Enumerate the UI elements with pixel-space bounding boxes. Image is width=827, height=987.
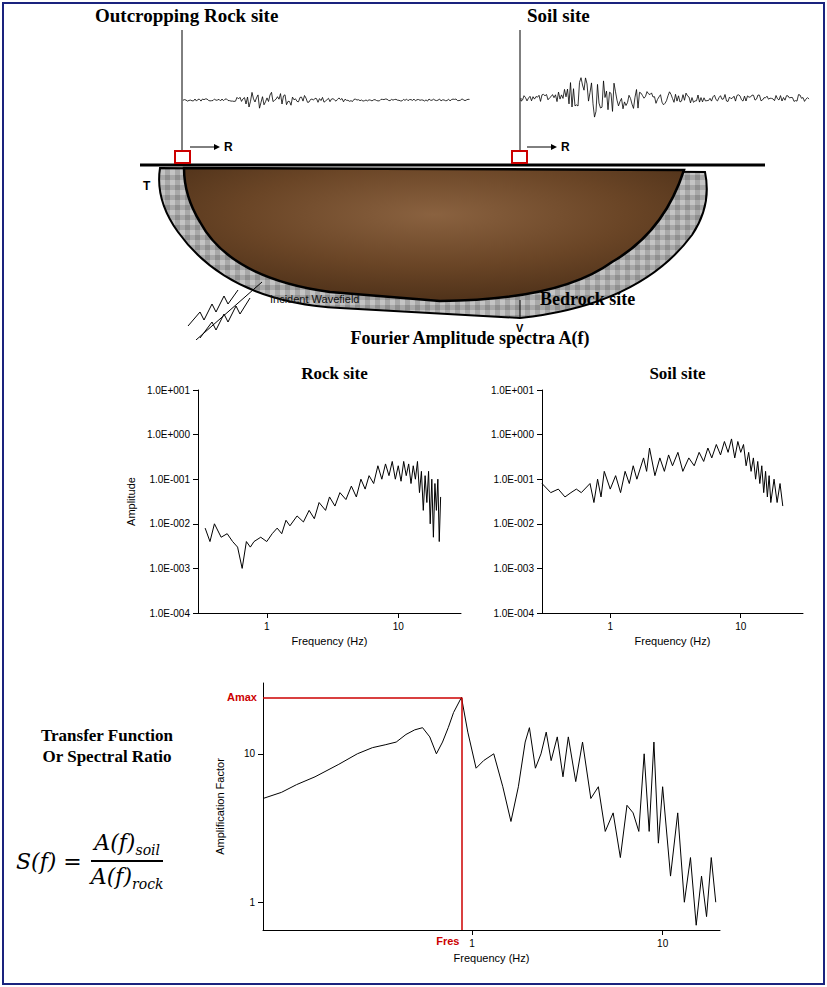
svg-text:1.0E-004: 1.0E-004 <box>149 608 190 619</box>
svg-text:Amplitude: Amplitude <box>125 477 137 526</box>
svg-text:10: 10 <box>657 938 669 949</box>
svg-text:10: 10 <box>393 621 405 632</box>
svg-text:1.0E-002: 1.0E-002 <box>149 518 190 529</box>
html-text:Or Spectral Ratio: Or Spectral Ratio <box>42 747 172 766</box>
svg-text:10: 10 <box>735 621 747 632</box>
svg-text:Bedrock site: Bedrock site <box>540 289 635 309</box>
svg-text:Fres: Fres <box>436 935 459 947</box>
svg-text:10: 10 <box>244 748 256 759</box>
svg-text:Incident Wavefield: Incident Wavefield <box>270 293 359 305</box>
svg-text:1: 1 <box>607 621 613 632</box>
svg-text:Amplification Factor: Amplification Factor <box>214 758 226 855</box>
svg-text:Soil site: Soil site <box>649 364 706 383</box>
svg-text:R: R <box>561 140 570 154</box>
svg-text:1: 1 <box>264 621 270 632</box>
svg-text:Frequency (Hz): Frequency (Hz) <box>635 635 711 647</box>
svg-text:Amax: Amax <box>227 691 258 703</box>
svg-text:1.0E-004: 1.0E-004 <box>493 608 534 619</box>
svg-text:1.0E-003: 1.0E-003 <box>493 563 534 574</box>
svg-text:1.0E+000: 1.0E+000 <box>491 429 535 440</box>
svg-text:T: T <box>143 179 151 193</box>
svg-text:1.0E-001: 1.0E-001 <box>149 474 190 485</box>
svg-text:R: R <box>224 140 233 154</box>
html-text:A(f)soil: A(f)soil <box>94 830 160 859</box>
svg-text:1.0E-001: 1.0E-001 <box>493 474 534 485</box>
svg-text:1.0E-002: 1.0E-002 <box>493 518 534 529</box>
svg-text:1.0E-003: 1.0E-003 <box>149 563 190 574</box>
svg-text:Outcropping Rock site: Outcropping Rock site <box>95 5 278 26</box>
svg-text:1: 1 <box>249 897 255 908</box>
html-text:S(f) =: S(f) = <box>16 848 82 874</box>
svg-text:1: 1 <box>469 938 475 949</box>
svg-text:Frequency (Hz): Frequency (Hz) <box>454 952 530 964</box>
svg-text:1.0E+000: 1.0E+000 <box>147 429 191 440</box>
svg-text:Rock site: Rock site <box>301 364 368 383</box>
svg-text:Soil site: Soil site <box>527 5 590 26</box>
html-text:Transfer Function: Transfer Function <box>41 726 173 745</box>
html-text:Fourier Amplitude spectra A(f): Fourier Amplitude spectra A(f) <box>350 328 590 348</box>
svg-text:1.0E+001: 1.0E+001 <box>491 385 535 396</box>
svg-text:Frequency (Hz): Frequency (Hz) <box>292 635 368 647</box>
svg-text:1.0E+001: 1.0E+001 <box>147 385 191 396</box>
html-text:A(f)rock: A(f)rock <box>90 864 164 893</box>
